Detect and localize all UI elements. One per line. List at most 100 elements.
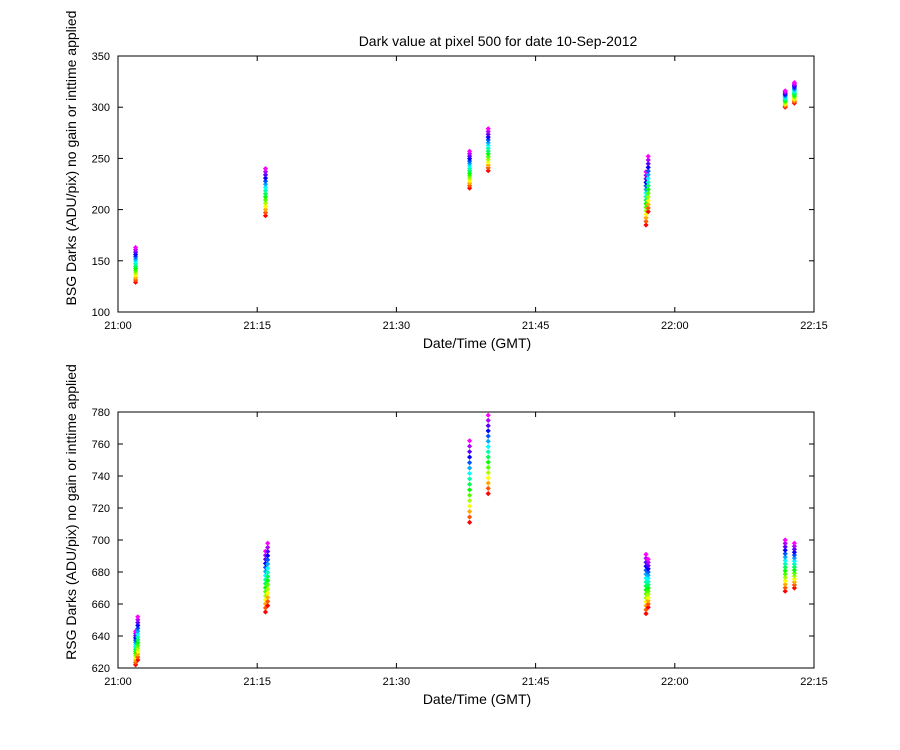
points-top — [133, 80, 797, 285]
data-point-bottom — [262, 605, 269, 611]
data-point-bottom — [782, 561, 788, 567]
data-point-bottom — [645, 563, 651, 569]
plot-frame-bottom — [117, 411, 815, 669]
data-point-top — [485, 142, 491, 149]
data-point-bottom — [135, 645, 141, 652]
y-tick-label: 350 — [92, 51, 110, 63]
data-point-bottom — [467, 481, 473, 487]
data-point-bottom — [782, 588, 788, 594]
data-point-bottom — [265, 594, 271, 600]
data-point-bottom — [485, 444, 491, 450]
data-point-top — [485, 126, 491, 132]
data-point-top — [262, 203, 269, 209]
data-point-bottom — [645, 579, 651, 585]
data-point-top — [645, 179, 651, 185]
data-point-bottom — [485, 428, 491, 434]
y-tick-label: 720 — [92, 503, 110, 515]
data-point-bottom — [265, 569, 271, 575]
data-point-bottom — [485, 485, 491, 491]
panel-top: Dark value at pixel 500 for date 10-Sep-… — [63, 11, 828, 351]
data-point-bottom — [262, 556, 269, 562]
data-point-top — [645, 175, 651, 182]
data-point-bottom — [782, 554, 788, 560]
data-point-bottom — [645, 601, 651, 607]
data-point-bottom — [265, 540, 271, 546]
data-point-bottom — [645, 582, 651, 588]
data-point-bottom — [467, 443, 473, 449]
data-point-bottom — [782, 557, 788, 564]
data-point-bottom — [265, 548, 271, 555]
data-point-bottom — [782, 578, 788, 584]
data-point-bottom — [782, 544, 788, 550]
data-point-bottom — [645, 595, 651, 601]
data-point-bottom — [135, 614, 141, 620]
data-point-bottom — [467, 519, 473, 525]
data-point-bottom — [265, 553, 271, 559]
data-point-top — [791, 80, 797, 86]
data-point-top — [262, 181, 269, 187]
data-point-bottom — [485, 423, 491, 429]
data-point-bottom — [135, 620, 141, 626]
y-tick-label: 780 — [92, 407, 110, 419]
y-tick-label: 250 — [92, 153, 110, 165]
data-point-bottom — [467, 460, 473, 466]
data-point-top — [645, 198, 651, 204]
data-point-bottom — [645, 585, 651, 591]
data-point-bottom — [645, 566, 651, 572]
data-point-bottom — [467, 454, 473, 460]
data-point-bottom — [791, 579, 797, 585]
ticks-top: 21:00 21:15 21:30 21:45 22:00 22:15 100 150 200 2… — [92, 51, 828, 332]
data-point-top — [485, 131, 491, 137]
x-tick-label: 21:00 — [104, 320, 132, 332]
data-point-top — [262, 191, 269, 197]
data-point-bottom — [135, 643, 141, 649]
points-bottom — [133, 412, 797, 668]
y-tick-label: 200 — [92, 205, 110, 217]
data-point-bottom — [265, 582, 271, 588]
data-point-bottom — [485, 454, 491, 460]
data-point-top — [262, 197, 269, 203]
data-point-bottom — [265, 573, 271, 580]
data-point-bottom — [265, 598, 271, 604]
data-point-top — [645, 161, 651, 167]
data-point-bottom — [265, 586, 271, 592]
data-point-bottom — [643, 607, 649, 613]
data-point-bottom — [791, 582, 797, 588]
data-point-bottom — [782, 537, 788, 543]
y-tick-label: 740 — [92, 471, 110, 483]
data-point-bottom — [791, 558, 797, 564]
data-point-bottom — [135, 648, 141, 654]
data-point-bottom — [467, 492, 473, 498]
data-point-bottom — [467, 449, 473, 455]
x-tick-label: 22:00 — [661, 320, 689, 332]
y-axis-label-bottom: RSG Darks (ADU/pix) no gain or inttime a… — [63, 364, 79, 660]
panel-bottom: 21:00 21:15 21:30 21:45 22:00 22:15 620 640 660 6… — [63, 364, 828, 707]
data-point-bottom — [791, 543, 797, 549]
data-point-bottom — [791, 552, 797, 558]
data-point-top — [485, 151, 491, 157]
data-point-top — [262, 175, 269, 181]
data-point-bottom — [135, 631, 141, 637]
ticks-bottom: 21:00 21:15 21:30 21:45 22:00 22:15 620 640 660 6… — [92, 407, 828, 688]
data-point-bottom — [265, 590, 271, 596]
data-point-top — [645, 205, 651, 211]
data-point-bottom — [791, 573, 797, 579]
data-point-bottom — [135, 651, 141, 657]
data-point-bottom — [135, 617, 141, 623]
data-point-bottom — [135, 637, 141, 643]
x-tick-label: 22:00 — [661, 676, 689, 688]
data-point-bottom — [485, 433, 491, 439]
data-point-bottom — [782, 574, 788, 581]
data-point-bottom — [467, 476, 473, 482]
data-point-bottom — [645, 604, 651, 610]
data-point-bottom — [791, 561, 797, 567]
data-point-bottom — [485, 417, 491, 423]
data-point-bottom — [791, 567, 797, 573]
data-point-bottom — [485, 475, 491, 481]
data-point-top — [485, 162, 491, 168]
data-point-bottom — [782, 568, 788, 574]
data-point-top — [645, 164, 651, 170]
data-point-bottom — [135, 628, 141, 634]
data-point-bottom — [265, 557, 271, 563]
data-point-bottom — [791, 540, 797, 546]
